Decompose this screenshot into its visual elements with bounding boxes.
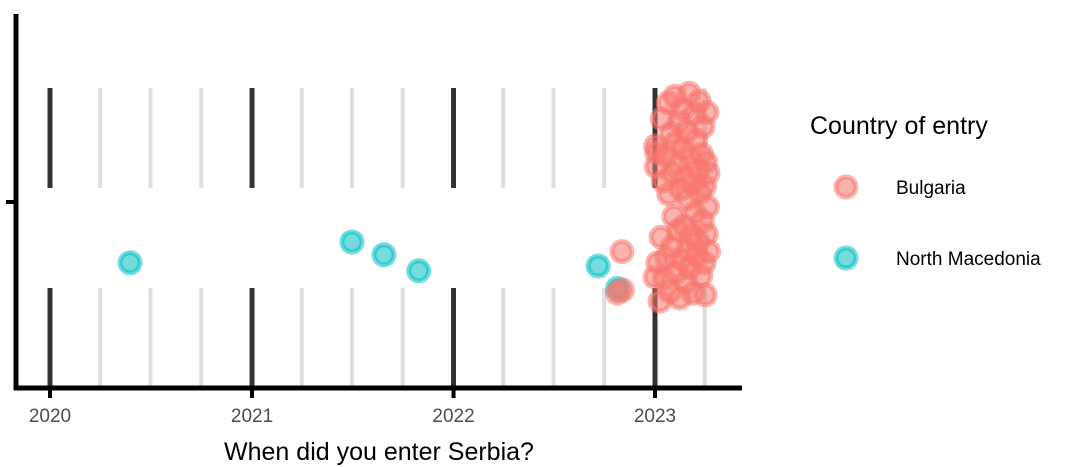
data-point [692,282,718,308]
data-point [585,253,611,279]
x-tick-label: 2021 [231,406,273,427]
data-point [339,229,365,255]
grid-lines [47,88,707,386]
data-point [694,99,720,125]
data-point [406,258,432,284]
data-point [117,250,143,276]
data-point [371,242,397,268]
x-tick-label: 2022 [432,406,474,427]
legend-label: North Macedonia [896,249,1041,270]
legend-key [833,174,859,200]
legend: Country of entry Bulgaria North Macedonia [810,112,1041,271]
data-point [609,239,635,265]
x-axis-title: When did you enter Serbia? [224,438,534,466]
axes [6,14,742,391]
data-points [117,80,722,314]
x-tick-label: 2023 [634,406,676,427]
legend-label: Bulgaria [896,178,966,199]
legend-title: Country of entry [810,112,988,140]
legend-entries: Bulgaria North Macedonia [833,174,1041,271]
legend-key [833,245,859,271]
data-point [696,239,722,265]
x-ticks: 2020 2021 2022 2023 [29,388,676,427]
data-point [609,277,635,303]
legend-entry: Bulgaria [833,174,966,200]
data-point [694,194,720,220]
legend-entry: North Macedonia [833,245,1041,271]
x-tick-label: 2020 [29,406,71,427]
data-point [695,160,721,186]
